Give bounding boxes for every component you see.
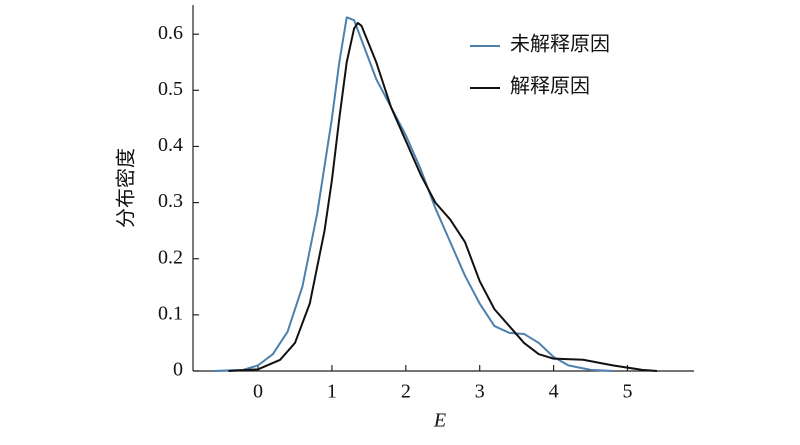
y-tick-label: 0.5 <box>158 78 183 100</box>
x-axis-label: E <box>433 410 446 432</box>
y-tick-label: 0.1 <box>158 302 183 324</box>
y-tick-label: 0 <box>173 359 183 381</box>
line-series <box>228 21 658 372</box>
y-axis-label: 分布密度 <box>115 148 138 228</box>
y-tick-label: 0.4 <box>158 134 183 156</box>
x-tick-label: 3 <box>475 381 485 403</box>
x-tick-label: 0 <box>253 381 263 403</box>
legend-label: 解释原因 <box>510 75 590 98</box>
x-tick-label: 1 <box>327 381 337 403</box>
x-tick-label: 5 <box>622 381 632 403</box>
legend-label: 未解释原因 <box>510 33 610 56</box>
y-tick-label: 0.6 <box>158 22 183 44</box>
y-tick-label: 0.2 <box>158 246 183 268</box>
x-tick-label: 2 <box>401 381 411 403</box>
y-tick-label: 0.3 <box>158 190 183 212</box>
x-tick-label: 4 <box>549 381 559 403</box>
line-series <box>213 16 613 372</box>
